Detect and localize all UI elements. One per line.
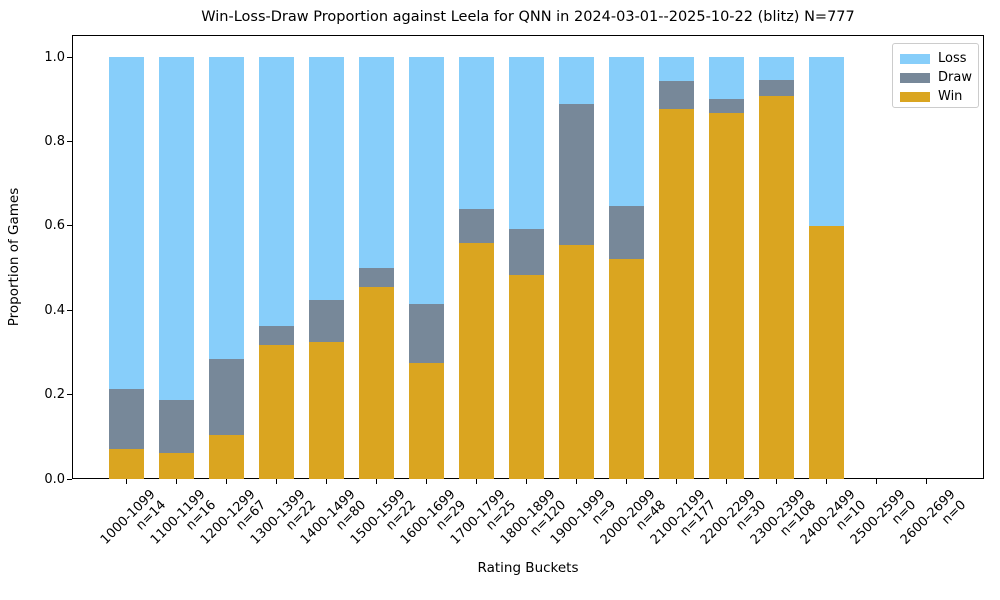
bar-segment-draw (459, 208, 494, 243)
bar-segment-win (509, 275, 544, 479)
y-tick-mark (67, 56, 72, 58)
y-tick-label: 0.4 (44, 302, 65, 318)
bar-segment-win (709, 113, 744, 479)
x-tick-mark (876, 479, 877, 484)
y-tick-mark (67, 140, 72, 142)
bar-segment-win (309, 341, 344, 479)
y-axis-label: Proportion of Games (6, 187, 22, 327)
bar-segment-win (659, 109, 694, 479)
x-tick-mark (176, 479, 177, 484)
bar-segment-win (359, 287, 394, 479)
bar-segment-win (559, 244, 594, 479)
x-tick-mark (376, 479, 377, 484)
bar-segment-loss (559, 57, 594, 104)
bar-segment-win (809, 225, 844, 479)
x-tick-mark (126, 479, 127, 484)
bar-segment-draw (509, 229, 544, 276)
bar-segment-loss (609, 57, 644, 207)
legend-row-loss: Loss (900, 49, 978, 68)
bar-segment-loss (209, 57, 244, 360)
legend-label-loss: Loss (938, 51, 967, 66)
bar-segment-draw (759, 80, 794, 97)
legend-label-win: Win (938, 89, 963, 104)
bar-segment-win (409, 362, 444, 479)
legend: Loss Draw Win (892, 43, 979, 108)
x-tick-mark (276, 479, 277, 484)
y-tick-label: 1.0 (44, 49, 65, 65)
y-tick-label: 0.8 (44, 133, 65, 149)
x-axis-label: Rating Buckets (477, 560, 579, 576)
bar-segment-draw (359, 268, 394, 288)
y-tick-mark (67, 225, 72, 227)
bar-segment-draw (559, 103, 594, 245)
legend-row-draw: Draw (900, 68, 978, 87)
legend-swatch-loss (900, 53, 930, 64)
bar-segment-loss (659, 57, 694, 81)
bar-segment-loss (809, 57, 844, 226)
bar-segment-draw (109, 388, 144, 449)
bar-segment-draw (409, 304, 444, 363)
bar-segment-win (209, 434, 244, 479)
bar-segment-loss (159, 57, 194, 400)
bar-segment-draw (259, 325, 294, 345)
y-tick-label: 0.0 (44, 471, 65, 487)
bar-segment-loss (259, 56, 294, 326)
x-tick-mark (426, 479, 427, 484)
y-tick-mark (67, 394, 72, 396)
x-tick-mark (626, 479, 627, 484)
bar-segment-loss (759, 57, 794, 81)
bar-segment-win (759, 96, 794, 479)
bar-segment-win (459, 242, 494, 479)
bar-segment-draw (309, 299, 344, 342)
bar-segment-loss (409, 57, 444, 305)
x-tick-mark (226, 479, 227, 484)
bar-segment-loss (509, 57, 544, 230)
bar-segment-loss (709, 57, 744, 100)
x-tick-mark (576, 479, 577, 484)
bar-segment-win (159, 452, 194, 479)
legend-label-draw: Draw (938, 70, 972, 85)
bar-segment-draw (659, 80, 694, 110)
x-tick-mark (676, 479, 677, 484)
bar-segment-loss (109, 57, 144, 389)
bar-segment-win (609, 259, 644, 479)
legend-row-win: Win (900, 87, 978, 106)
bar-segment-draw (159, 399, 194, 453)
bar-segment-win (259, 344, 294, 479)
x-tick-mark (926, 479, 927, 484)
x-tick-mark (326, 479, 327, 484)
y-tick-mark (67, 478, 72, 480)
x-tick-mark (726, 479, 727, 484)
bar-segment-draw (709, 99, 744, 114)
legend-swatch-win (900, 91, 930, 102)
bar-segment-draw (609, 206, 644, 260)
bar-segment-loss (359, 57, 394, 268)
x-tick-mark (826, 479, 827, 484)
x-tick-mark (526, 479, 527, 484)
x-tick-mark (776, 479, 777, 484)
y-tick-label: 0.6 (44, 218, 65, 234)
bar-segment-win (109, 448, 144, 479)
chart-title: Win-Loss-Draw Proportion against Leela f… (201, 9, 855, 25)
legend-swatch-draw (900, 72, 930, 83)
y-tick-label: 0.2 (44, 387, 65, 403)
y-tick-mark (67, 309, 72, 311)
bar-segment-loss (309, 57, 344, 300)
bar-segment-loss (459, 57, 494, 209)
bar-segment-draw (209, 359, 244, 435)
x-tick-mark (476, 479, 477, 484)
